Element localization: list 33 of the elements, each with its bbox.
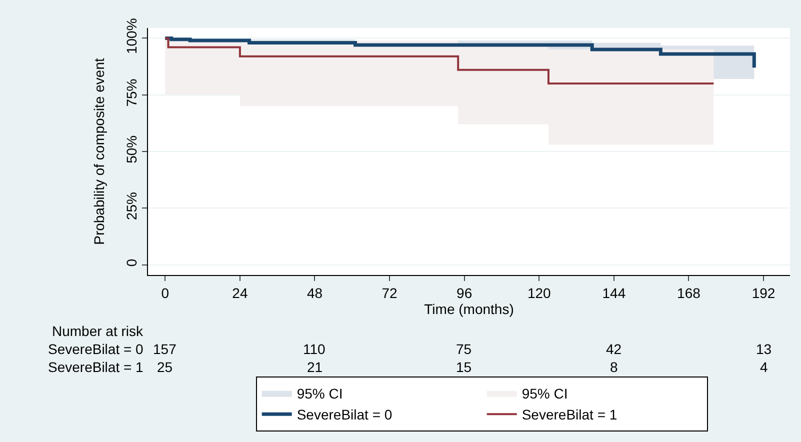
x-tick-label: 120 [527,284,552,301]
text: SevereBilat = 1 [48,359,144,375]
text: 75 [456,341,472,357]
text: 8 [610,359,618,375]
x-tick-label: 144 [602,284,626,301]
text: 110 [303,341,326,357]
text: 95% CI [522,385,568,402]
x-tick-label: 72 [382,284,398,301]
text: SevereBilat = 0 [48,341,144,357]
x-tick-label: 0 [161,284,170,301]
x-tick-label: 96 [456,284,472,301]
x-tick-label: 168 [677,284,701,301]
text: 25 [157,359,173,375]
text: 4 [760,359,768,375]
text: 21 [307,359,323,375]
x-tick-label: 192 [752,284,776,301]
y-tick-label: 100% [123,18,140,54]
y-tick-label: 25% [123,192,140,220]
y-axis-title: Probability of composite event [91,58,107,245]
text: 157 [153,341,177,357]
legend-label: SevereBilat = 1 [522,406,618,423]
x-tick-label: 48 [306,284,323,301]
x-axis-title: Time (months) [424,300,514,317]
text: 13 [756,341,772,357]
x-tick-label: 24 [232,284,248,301]
y-tick-label: 75% [123,78,140,107]
text: 15 [456,359,472,375]
y-tick-label: 0 [123,258,140,267]
text: 95% CI [296,385,343,402]
text: 42 [606,341,622,357]
legend-label: SevereBilat = 0 [296,406,392,423]
y-tick-label: 50% [123,135,140,164]
text: Number at risk [52,323,144,339]
